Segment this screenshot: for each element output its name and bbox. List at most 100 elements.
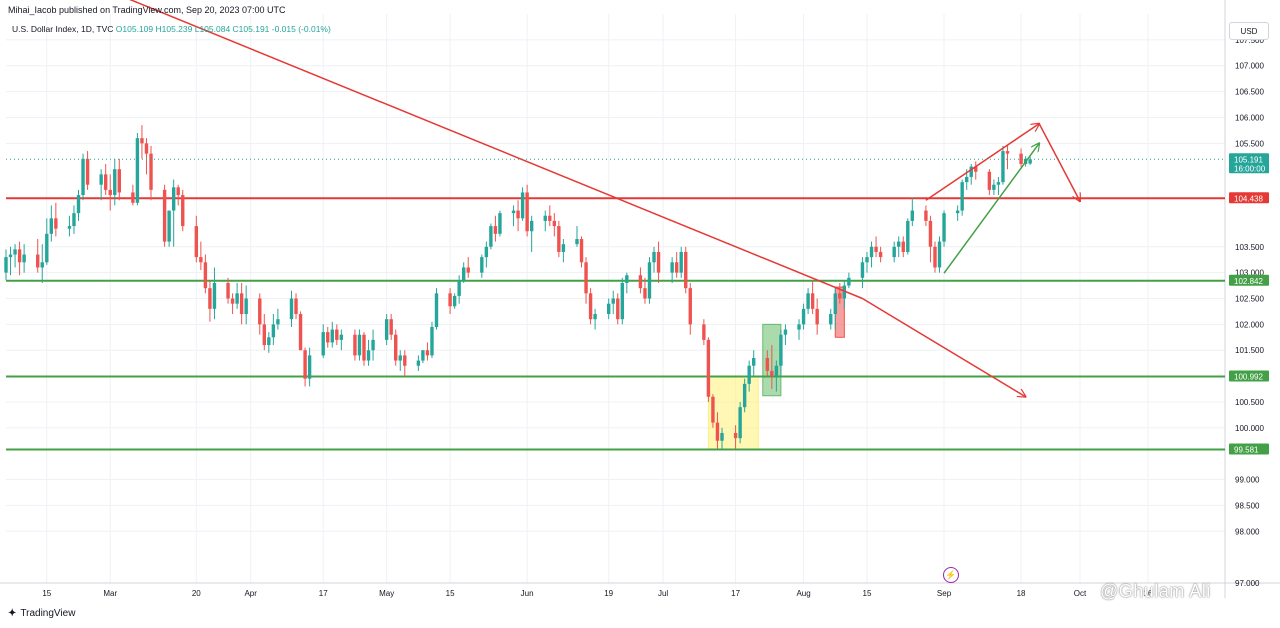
price-label: 100.992 [1229, 370, 1269, 382]
candle-body [103, 174, 108, 190]
candle-body [235, 293, 239, 304]
watermark-text: @Ghulam Ali [1100, 581, 1211, 601]
x-tick-label: 15 [42, 589, 51, 598]
candle-body [36, 254, 40, 268]
y-tick-label: 99.000 [1235, 476, 1260, 485]
candle-body [992, 184, 996, 190]
candle-body [17, 249, 22, 263]
candle-body [656, 251, 661, 273]
y-tick-label: 97.000 [1235, 579, 1260, 588]
y-tick-label: 98.000 [1235, 527, 1260, 536]
candle-body [552, 220, 557, 227]
candle-body [13, 249, 17, 255]
candle-body [22, 254, 26, 263]
candle-body [258, 298, 262, 325]
y-tick-label: 106.000 [1235, 113, 1264, 122]
candle-body [670, 262, 674, 273]
symbol-name: U.S. Dollar Index, 1D, TVC [12, 24, 114, 34]
candle-body [498, 213, 502, 234]
candle-body [1005, 151, 1010, 154]
candle-body [394, 334, 398, 361]
y-tick-label: 102.000 [1235, 320, 1264, 329]
candle-body [40, 262, 44, 268]
candle-body [353, 334, 357, 356]
price-label-text: 99.581 [1234, 445, 1259, 454]
candle-body [366, 350, 371, 361]
candle-body [144, 143, 149, 154]
candle-body [674, 262, 679, 273]
candle-body [430, 326, 434, 356]
candle-body [860, 262, 865, 278]
x-tick-label: 15 [863, 589, 872, 598]
candle-body [933, 246, 937, 268]
candle-body [607, 303, 611, 315]
candle-body [1001, 151, 1005, 183]
candle-body [67, 226, 72, 229]
candle-body [72, 213, 76, 227]
candle-body [910, 210, 915, 221]
x-tick-label: 15 [446, 589, 455, 598]
candle-body [149, 153, 153, 190]
candle-body [955, 210, 960, 214]
candle-body [4, 257, 8, 273]
candle-body [489, 226, 493, 247]
currency-button[interactable]: USD [1229, 22, 1269, 40]
candle-body [226, 282, 230, 299]
candle-body [140, 138, 144, 144]
price-label-bg [1229, 192, 1269, 204]
candle-body [335, 329, 339, 340]
candle-body [783, 329, 788, 335]
candle-body [620, 282, 624, 320]
candle-body [815, 308, 819, 325]
candle-body [113, 169, 117, 196]
candle-body [684, 251, 688, 289]
x-tick-label: Oct [1074, 589, 1087, 598]
lightning-icon[interactable]: ⚡ [943, 567, 959, 583]
candle-body [294, 298, 298, 315]
candle-body [720, 432, 724, 441]
price-label: 102.842 [1229, 274, 1269, 286]
trend-line [862, 297, 1025, 397]
candle-body [276, 319, 280, 325]
x-tick-label: Mar [103, 589, 117, 598]
y-tick-label: 105.500 [1235, 139, 1264, 148]
candle-body [742, 383, 747, 408]
trend-line [925, 124, 1039, 201]
candle-body [303, 350, 307, 379]
candle-body [616, 298, 620, 320]
candle-body [267, 337, 271, 346]
x-tick-label: 19 [604, 589, 613, 598]
candle-body [49, 218, 54, 234]
candle-body [480, 257, 484, 273]
candle-body [330, 329, 334, 343]
candle-body [969, 166, 973, 177]
candle-body [865, 257, 869, 263]
candle-body [960, 182, 964, 211]
candle-body [384, 319, 389, 340]
candle-body [647, 262, 652, 299]
candle-body [897, 241, 901, 247]
x-tick-label: 20 [192, 589, 201, 598]
candle-body [131, 192, 135, 203]
ohlc-values: O105.109 H105.239 L105.084 C105.191 -0.0… [115, 24, 331, 34]
candle-body [874, 246, 878, 252]
tradingview-logo[interactable]: ✦ TradingView [8, 608, 75, 619]
candle-body [81, 158, 85, 196]
y-tick-label: 100.000 [1235, 424, 1264, 433]
candle-body [752, 357, 756, 366]
x-tick-label: 16 [1144, 589, 1153, 598]
candle-body [901, 241, 905, 252]
candle-body [625, 275, 629, 283]
price-label-bg [1229, 274, 1269, 286]
x-tick-label: 18 [1017, 589, 1026, 598]
candle-body [996, 182, 1001, 185]
candle-body [937, 241, 942, 268]
x-tick-label: 17 [319, 589, 328, 598]
candle-body [797, 324, 801, 330]
candle-body [8, 254, 13, 258]
candle-body [339, 334, 344, 340]
candle-body [457, 280, 461, 296]
candle-body [357, 334, 362, 356]
y-tick-label: 103.000 [1235, 269, 1264, 278]
